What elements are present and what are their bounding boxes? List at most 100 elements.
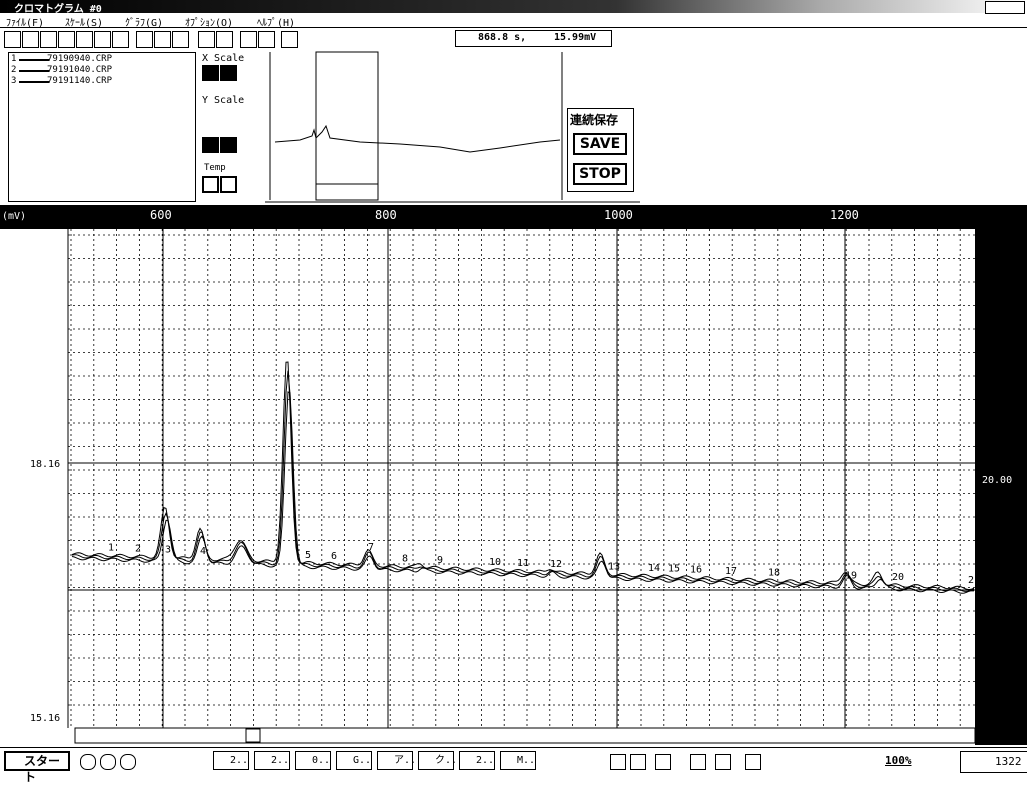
overview-panel [265,51,640,203]
peak-label: 15 [668,564,680,575]
peak-label: 9 [437,555,443,566]
menu-item[interactable]: ｵﾌﾟｼｮﾝ(O) [185,18,234,29]
chromatogram-trace [71,361,975,590]
file-name: 79191140.CRP [47,76,113,86]
menu-item[interactable]: ﾍﾙﾌﾟ(H) [257,18,296,29]
save-panel-title: 連続保存 [570,113,619,127]
task-button[interactable]: ク.. [418,751,457,770]
x-label: 1000 [604,208,633,222]
x-shrink-button[interactable] [220,65,237,81]
tool-button[interactable] [40,31,57,48]
task-button[interactable]: M.. [500,751,536,770]
tray-icon[interactable] [655,754,671,770]
file-name: 79190940.CRP [47,54,113,64]
file-name: 79191040.CRP [47,65,113,75]
task-button[interactable]: ア.. [377,751,416,770]
scroll-thumb[interactable] [245,728,261,743]
tool-button[interactable] [58,31,75,48]
quick-launch[interactable] [120,754,136,770]
tool-button[interactable] [172,31,189,48]
tool-button[interactable] [22,31,39,48]
menu-item[interactable]: ﾌｧｲﾙ(F) [6,18,45,29]
y-shrink-button[interactable] [220,137,237,153]
file-index: 1 [11,54,17,64]
tool-button[interactable] [198,31,215,48]
tool-button[interactable] [4,31,21,48]
chromatogram: (mV) 600 800 1000 1200 18.16 15.16 20.00… [0,205,1027,745]
task-button[interactable]: G.. [336,751,372,770]
peak-label: 1 [108,542,114,553]
tool-button[interactable] [240,31,257,48]
y-expand-button[interactable] [202,137,219,153]
menu-item[interactable]: ｸﾞﾗﾌ(G) [125,18,164,29]
file-index: 3 [11,76,17,86]
peak-label: 18 [768,567,780,578]
tool-button[interactable] [136,31,153,48]
tray-icon[interactable] [630,754,646,770]
peak-label: 13 [608,561,620,572]
tool-button[interactable] [76,31,93,48]
window-controls[interactable] [985,1,1025,14]
tool-button[interactable] [281,31,298,48]
temp-shrink-button[interactable] [220,176,237,193]
tool-button[interactable] [258,31,275,48]
tray-icon[interactable] [690,754,706,770]
overview-window[interactable] [315,51,379,201]
window-title: クロマトグラム #0 [14,4,102,15]
peak-label: 21 [968,575,980,586]
tool-button[interactable] [154,31,171,48]
y-unit: (mV) [2,211,26,222]
peak-label: 10 [489,557,501,568]
peak-label: 3 [165,545,171,556]
y-label-right: 20.00 [982,475,1012,486]
chromatogram-trace [71,391,975,594]
y-scale-label: Y Scale [202,95,245,106]
menu-bar: ﾌｧｲﾙ(F) ｽｹｰﾙ(S) ｸﾞﾗﾌ(G) ｵﾌﾟｼｮﾝ(O) ﾍﾙﾌﾟ(H… [0,13,1027,29]
quick-launch[interactable] [100,754,116,770]
status-box: 868.8 s, 15.99mV [455,30,612,47]
tray-icon[interactable] [715,754,731,770]
tool-button[interactable] [216,31,233,48]
chromatogram-trace [71,370,975,592]
peak-label: 20 [892,572,904,583]
task-button[interactable]: 2.. [459,751,495,770]
toolbar: 868.8 s, 15.99mV [0,28,1027,50]
x-expand-button[interactable] [202,65,219,81]
peak-label: 8 [402,554,408,565]
temp-expand-button[interactable] [202,176,219,193]
y-label-left: 15.16 [30,713,60,724]
file-list: 1 79190940.CRP 2 79191040.CRP 3 79191140.CRP [8,52,196,202]
right-axis-strip [975,205,1027,745]
tray: 1322 [960,751,1027,773]
tool-button[interactable] [94,31,111,48]
file-line [19,70,49,72]
tray-icon[interactable] [610,754,626,770]
peak-label: 11 [517,558,529,569]
taskbar: スタート 100% 1322 2.. 2.. 0.. G.. ア.. ク.. 2.. M.. [0,747,1027,784]
tool-button[interactable] [112,31,129,48]
task-button[interactable]: 0.. [295,751,331,770]
x-label: 1200 [830,208,859,222]
peak-label: 14 [648,563,660,574]
x-scale-label: X Scale [202,53,245,64]
task-button[interactable]: 2.. [254,751,290,770]
peak-label: 6 [331,551,337,562]
task-button[interactable]: 2.. [213,751,249,770]
clock: 1322 [995,755,1022,768]
peak-label: 19 [845,570,857,581]
x-axis-strip [0,205,1027,229]
peak-label: 2 [135,543,141,554]
tray-icon[interactable] [745,754,761,770]
peak-label: 4 [200,546,206,557]
menu-item[interactable]: ｽｹｰﾙ(S) [65,18,104,29]
start-button[interactable]: スタート [4,751,70,784]
file-index: 2 [11,65,17,75]
save-panel: 連続保存 SAVE STOP [567,108,634,192]
quick-launch[interactable] [80,754,96,770]
peak-label: 5 [305,550,311,561]
save-button[interactable]: SAVE [573,133,627,155]
x-label: 600 [150,208,172,222]
stop-button[interactable]: STOP [573,163,627,185]
h-scrollbar[interactable] [74,727,976,744]
